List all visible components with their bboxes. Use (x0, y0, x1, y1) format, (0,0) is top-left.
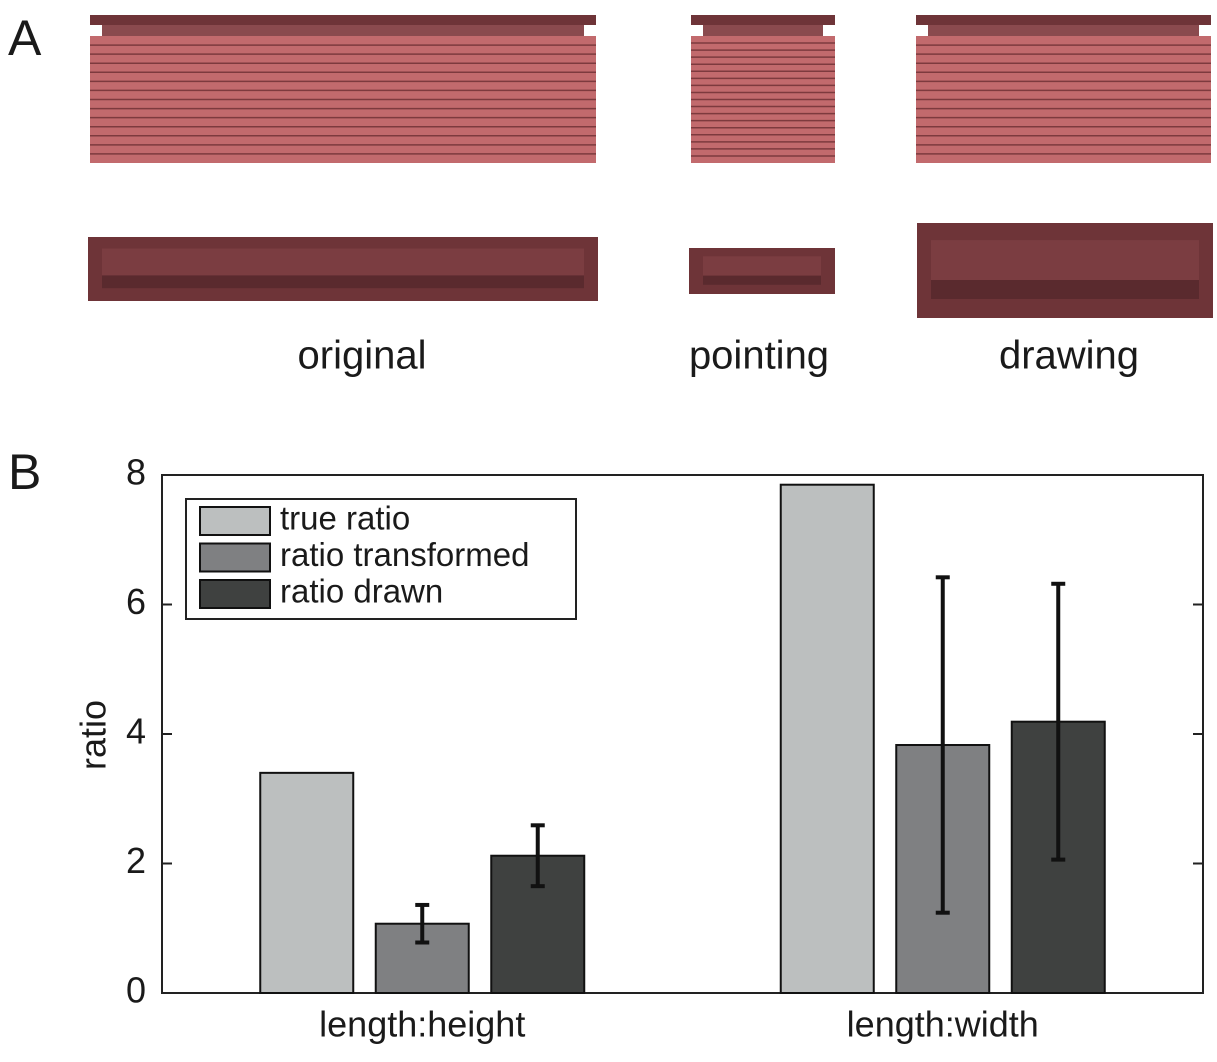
panel-label: A (8, 10, 42, 66)
x-tick-label: length:width (847, 1004, 1039, 1045)
y-tick-label: 0 (126, 970, 146, 1011)
legend-label: ratio drawn (280, 573, 443, 610)
caption: original (298, 334, 427, 378)
y-tick-label: 4 (126, 711, 146, 752)
bar (260, 773, 353, 993)
legend-label: ratio transformed (280, 536, 529, 573)
roof (916, 15, 1211, 25)
base-floor (703, 276, 821, 285)
panel-a-images (88, 15, 1213, 318)
legend-label: true ratio (280, 500, 410, 537)
legend-swatch (200, 544, 270, 572)
roof (90, 15, 596, 25)
caption: pointing (689, 334, 829, 378)
legend-swatch (200, 507, 270, 535)
caption: drawing (999, 334, 1139, 378)
legend-swatch (200, 580, 270, 608)
x-tick-label: length:height (319, 1004, 525, 1045)
roof-rail (102, 25, 584, 36)
roof-rail (928, 25, 1199, 36)
roof (691, 15, 835, 25)
y-tick-label: 2 (126, 840, 146, 881)
y-axis-label: ratio (73, 700, 114, 770)
bar (781, 485, 874, 993)
y-tick-label: 6 (126, 581, 146, 622)
panel-label: B (8, 444, 41, 500)
roof-rail (703, 25, 823, 36)
base-floor (931, 280, 1199, 299)
y-tick-label: 8 (126, 452, 146, 493)
base-floor (102, 275, 584, 288)
figure: A B original pointing drawing ratio 0 2 4 6… (0, 0, 1217, 1057)
